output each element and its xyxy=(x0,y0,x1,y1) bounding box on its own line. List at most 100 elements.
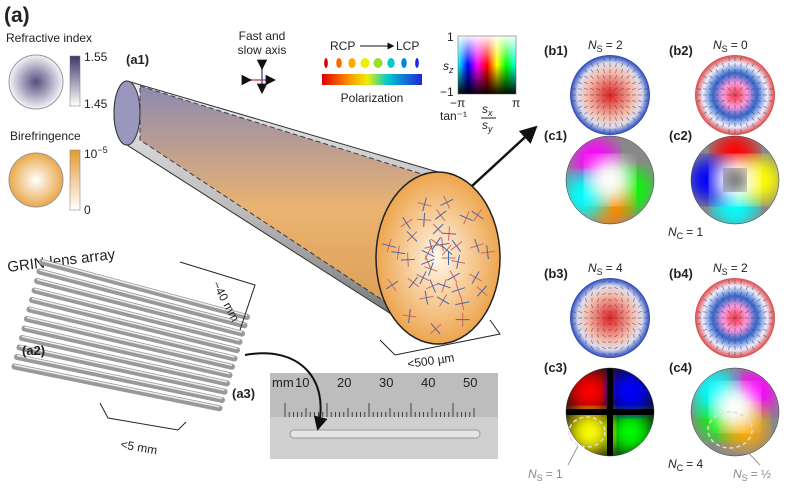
polarization-tick xyxy=(740,279,742,285)
polarization-tick xyxy=(620,310,624,314)
polarization-tick xyxy=(578,334,582,338)
polarization-tick xyxy=(715,304,719,308)
value: = 1 xyxy=(546,467,563,481)
polarization-tick xyxy=(615,116,617,122)
polarization-tick xyxy=(727,304,731,308)
polarization-tick xyxy=(728,62,730,68)
polarization-tick xyxy=(715,346,719,350)
polarization-tick xyxy=(740,128,742,134)
polarization-tick xyxy=(696,311,702,313)
polarization-tick xyxy=(614,110,618,116)
polarization-tick xyxy=(626,75,630,79)
polarization-tick xyxy=(702,81,708,85)
slow-axis xyxy=(455,301,470,306)
polarization-tick xyxy=(590,75,594,79)
polarization-tick xyxy=(596,122,600,128)
panel: (b4) NS = 2 xyxy=(669,261,775,358)
symbol: N xyxy=(668,457,677,471)
polarization-tick xyxy=(751,304,755,308)
polarization-tick xyxy=(740,122,742,128)
polarization-tick xyxy=(603,122,605,128)
legend-text: RCP xyxy=(330,39,355,53)
polarization-tick xyxy=(584,69,588,73)
polarization-dots xyxy=(324,58,419,68)
colormap-label: −1 xyxy=(440,85,454,99)
polarization-tick xyxy=(620,81,624,85)
phase-map xyxy=(691,136,779,224)
polarization-tick xyxy=(615,56,617,62)
polarization-tick xyxy=(709,298,713,302)
polarization-tick xyxy=(596,75,600,79)
polarization-tick xyxy=(696,323,702,325)
annotation: NS = 4 xyxy=(588,261,623,277)
polarization-tick xyxy=(614,346,618,350)
polarization-tick xyxy=(643,322,649,326)
rod-highlight xyxy=(19,345,225,391)
rod-highlight xyxy=(36,278,243,333)
panel: (c2) xyxy=(669,128,780,225)
polarization-tick xyxy=(614,340,618,344)
polarization-tick xyxy=(632,69,636,73)
rod-highlight xyxy=(39,269,245,325)
polarization-tick xyxy=(643,100,649,102)
polarization-tick xyxy=(727,322,731,326)
polarization-tick xyxy=(590,346,594,350)
polarization-dot xyxy=(324,58,328,68)
polarization-tick xyxy=(708,323,714,325)
colorbar xyxy=(69,55,81,107)
polarization-tick xyxy=(714,310,720,314)
panel-label: (c3) xyxy=(544,360,567,375)
polarization-tick xyxy=(727,310,731,314)
polarization-tick xyxy=(696,100,702,102)
polarization-tick xyxy=(750,99,756,103)
polarization-tick xyxy=(739,304,743,308)
polarization-tick xyxy=(745,117,749,121)
polarization-tick xyxy=(740,68,742,74)
polarization-tick xyxy=(721,328,725,332)
value: = 2 xyxy=(606,38,623,52)
polarization-tick xyxy=(614,105,618,109)
polarization-tick xyxy=(620,87,624,91)
polarization-tick xyxy=(590,286,594,290)
polarization-tick xyxy=(638,304,642,308)
polarization-tick xyxy=(596,333,600,339)
polarization-tick xyxy=(602,105,606,109)
slow-axis xyxy=(424,290,429,305)
polarization-tick xyxy=(626,346,630,350)
polarization-tick xyxy=(620,297,624,303)
polarization-tick xyxy=(626,123,630,127)
polarization-tick xyxy=(728,68,730,74)
polarization-tick xyxy=(602,334,606,338)
annotation: NS = ½ xyxy=(733,467,771,483)
polarization-tick xyxy=(739,87,743,91)
slow-axis xyxy=(432,237,441,250)
value: = 2 xyxy=(731,261,748,275)
symbol: N xyxy=(713,38,722,52)
polarization-tick xyxy=(727,87,731,91)
polarization-tick xyxy=(763,298,767,302)
polarization-tick xyxy=(637,88,643,90)
polarization-dot xyxy=(360,58,370,68)
rod xyxy=(24,316,235,370)
rod-highlight xyxy=(41,259,248,317)
polarization-tick xyxy=(715,117,719,121)
polarization-tick xyxy=(613,280,619,284)
polarization-tick xyxy=(709,328,713,332)
polarization-tick xyxy=(596,105,600,109)
phase-map xyxy=(566,368,654,456)
panel-rim xyxy=(565,367,655,457)
rod-highlight xyxy=(24,326,230,375)
polarization-tick xyxy=(626,111,630,115)
polarization-tick xyxy=(620,340,624,344)
polarization-tick xyxy=(620,69,624,73)
slow-axis xyxy=(421,258,435,265)
polarization-tick xyxy=(632,117,636,121)
polarization-tick xyxy=(596,310,600,314)
polarization-tick xyxy=(715,69,719,73)
rod-array xyxy=(11,259,250,412)
polarization-tick xyxy=(614,99,618,103)
polarization-tick xyxy=(757,340,761,344)
slow-axis xyxy=(451,287,465,293)
polarization-tick xyxy=(728,339,730,345)
